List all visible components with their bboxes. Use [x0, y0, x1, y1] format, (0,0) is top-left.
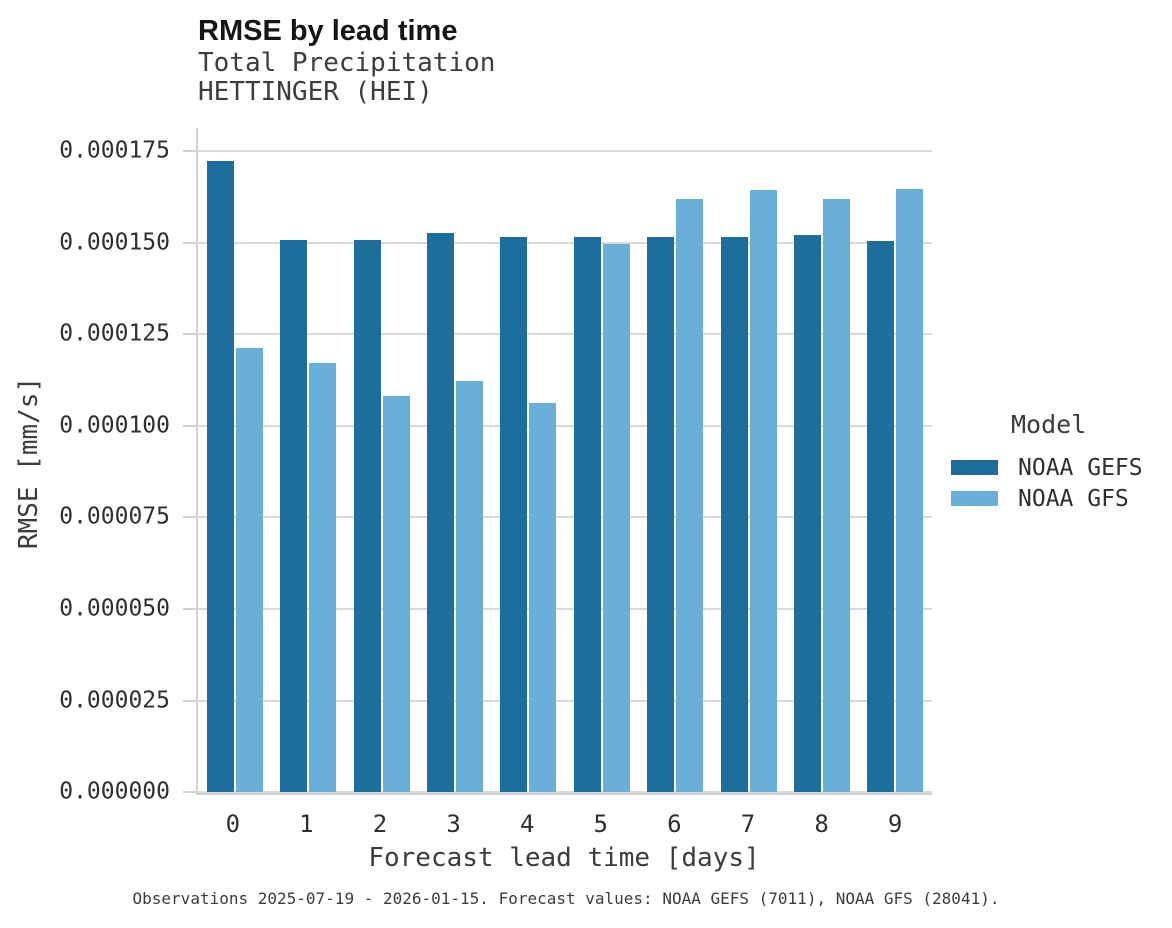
chart-title: RMSE by lead time [198, 15, 458, 47]
bar-noaa-gfs-day-6 [676, 198, 704, 792]
bar-noaa-gfs-day-0 [235, 348, 263, 792]
legend-entry-noaa-gefs: NOAA GEFS [951, 452, 1143, 483]
bar-noaa-gefs-day-2 [353, 239, 381, 792]
x-tick-label-9: 9 [887, 810, 903, 838]
x-tick-label-7: 7 [740, 810, 756, 838]
bar-group-day-1 [271, 128, 344, 792]
bar-noaa-gfs-day-5 [602, 244, 630, 792]
bar-noaa-gefs-day-9 [867, 241, 895, 792]
legend: Model NOAA GEFS NOAA GFS [951, 410, 1143, 514]
bar-noaa-gfs-day-2 [382, 395, 410, 792]
bar-group-day-2 [345, 128, 418, 792]
y-tick-mark [183, 150, 196, 153]
x-tick-label-5: 5 [593, 810, 608, 838]
x-axis-title: Forecast lead time [days] [368, 843, 760, 873]
y-tick-label: 0.000050 [59, 595, 170, 622]
bar-noaa-gfs-day-3 [455, 381, 483, 792]
gridline [198, 516, 932, 519]
x-tick-label-2: 2 [372, 810, 388, 838]
y-tick-label: 0.000000 [59, 778, 170, 805]
bar-noaa-gefs-day-0 [206, 161, 234, 792]
legend-swatch-noaa-gefs [951, 460, 998, 475]
bar-noaa-gefs-day-7 [720, 237, 748, 792]
legend-swatch-noaa-gfs [951, 491, 998, 506]
y-tick-mark [183, 607, 196, 610]
y-tick-label: 0.000150 [59, 229, 170, 256]
x-tick-label-0: 0 [225, 810, 241, 838]
bar-noaa-gfs-day-1 [309, 363, 337, 792]
gridline [198, 699, 932, 702]
chart-subtitle-variable: Total Precipitation [198, 48, 496, 78]
y-tick-mark [183, 516, 196, 519]
y-tick-mark [183, 699, 196, 702]
bar-noaa-gefs-day-8 [793, 235, 821, 792]
bar-group-day-0 [198, 128, 271, 792]
gridline [198, 791, 932, 793]
legend-title: Model [1011, 410, 1087, 439]
y-tick-label: 0.000025 [59, 687, 170, 713]
chart-subtitle-station: HETTINGER (HEI) [198, 77, 433, 107]
bar-noaa-gfs-day-9 [896, 188, 924, 792]
y-tick-mark [183, 424, 196, 427]
y-tick-mark [183, 791, 196, 793]
bar-noaa-gefs-day-4 [500, 237, 528, 792]
y-tick-label: 0.000125 [59, 320, 170, 347]
chart-caption: Observations 2025-07-19 - 2026-01-15. Fo… [132, 889, 1000, 908]
legend-entries: NOAA GEFS NOAA GFS [951, 452, 1143, 514]
legend-label-noaa-gefs: NOAA GEFS [1018, 454, 1143, 481]
bar-group-day-8 [785, 128, 858, 792]
x-axis-tick-labels: 0 1 2 3 4 5 6 7 8 9 [196, 810, 932, 838]
bar-noaa-gefs-day-3 [426, 233, 454, 792]
y-tick-label: 0.000100 [59, 412, 170, 439]
y-tick-mark [183, 241, 196, 244]
bar-group-day-7 [712, 128, 785, 792]
bar-noaa-gefs-day-6 [647, 237, 675, 792]
y-tick-label: 0.000175 [59, 137, 170, 164]
x-tick-label-6: 6 [667, 810, 682, 838]
x-tick-label-3: 3 [446, 810, 461, 838]
y-tick-label: 0.000075 [59, 503, 170, 530]
bar-noaa-gefs-day-1 [280, 240, 308, 792]
legend-entry-noaa-gfs: NOAA GFS [951, 483, 1143, 514]
bar-groups [198, 128, 932, 792]
x-tick-label-8: 8 [814, 810, 829, 838]
bar-noaa-gfs-day-8 [822, 198, 850, 792]
y-axis-tick-labels: 0.000000 0.000025 0.000050 0.000075 0.000100… [0, 128, 170, 803]
gridline [198, 424, 932, 427]
bar-noaa-gfs-day-7 [749, 189, 777, 792]
x-tick-label-1: 1 [299, 810, 314, 838]
plot-panel [183, 128, 932, 795]
x-tick-label-4: 4 [519, 810, 535, 838]
gridline [198, 150, 932, 153]
bar-noaa-gfs-day-4 [529, 403, 557, 792]
bar-group-day-3 [418, 128, 491, 792]
bar-group-day-9 [859, 128, 932, 792]
gridline [198, 333, 932, 336]
gridline [198, 607, 932, 610]
bar-group-day-4 [492, 128, 565, 792]
y-tick-mark [183, 333, 196, 336]
gridline [198, 241, 932, 244]
bar-group-day-5 [565, 128, 638, 792]
bar-group-day-6 [638, 128, 711, 792]
bar-noaa-gefs-day-5 [573, 237, 601, 792]
legend-label-noaa-gfs: NOAA GFS [1018, 485, 1129, 512]
